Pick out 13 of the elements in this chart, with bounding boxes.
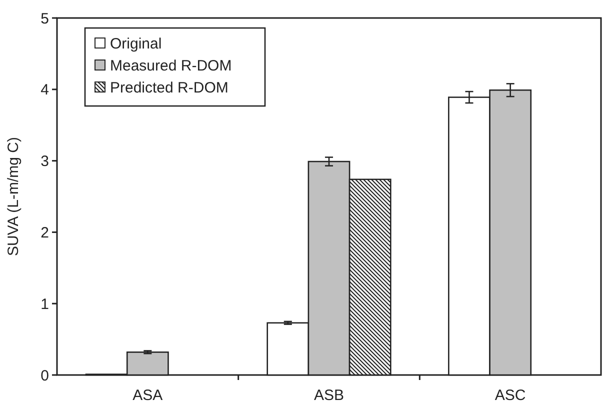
y-axis-title: SUVA (L-m/mg C) xyxy=(5,137,22,256)
y-tick-label: 4 xyxy=(40,82,49,99)
x-tick-label: ASA xyxy=(132,387,163,404)
y-tick-label: 0 xyxy=(40,367,49,384)
legend-label: Predicted R-DOM xyxy=(110,79,228,96)
y-tick-label: 3 xyxy=(40,153,49,170)
y-tick-label: 2 xyxy=(40,224,49,242)
x-tick-label: ASB xyxy=(314,387,344,404)
y-tick-label: 5 xyxy=(40,10,49,28)
y-tick-label: 1 xyxy=(40,296,49,313)
x-tick-label: ASC xyxy=(494,387,526,404)
legend-label: Original xyxy=(110,35,162,52)
legend-label: Measured R-DOM xyxy=(110,57,232,74)
